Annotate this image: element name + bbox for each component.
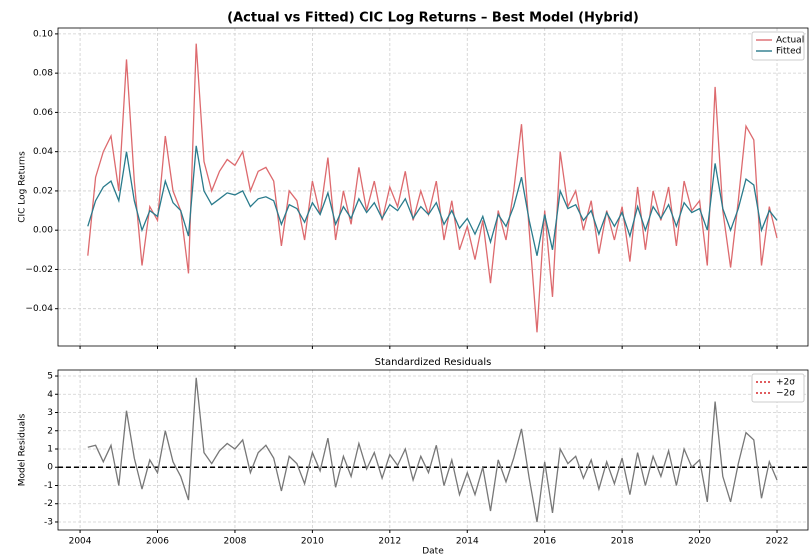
y-tick-label: 0	[47, 463, 53, 473]
data-line	[87, 43, 778, 333]
plot-frame	[57, 369, 809, 531]
legend-box	[751, 373, 805, 403]
y-tick-label: −0.04	[25, 304, 53, 314]
y-tick-label: 0.10	[33, 29, 53, 39]
y-tick-label: 4	[47, 390, 53, 400]
x-tick-label: 2010	[301, 537, 324, 547]
chart-title: (Actual vs Fitted) CIC Log Returns – Bes…	[227, 11, 639, 26]
y-tick-label: 0.00	[33, 226, 53, 236]
y-tick-label: -1	[44, 481, 53, 491]
x-axis-label: Date	[422, 547, 444, 557]
plot-frame	[57, 27, 809, 347]
legend-box	[751, 31, 805, 61]
x-tick-label: 2014	[456, 537, 479, 547]
x-tick-label: 2022	[766, 537, 789, 547]
x-tick-label: 2018	[611, 537, 634, 547]
y-tick-label: −0.02	[25, 265, 53, 275]
y-tick-label: 0.06	[33, 108, 53, 118]
x-tick-label: 2004	[69, 537, 92, 547]
legend-label: Actual	[776, 36, 804, 46]
chart-title: Standardized Residuals	[375, 357, 492, 368]
data-line	[87, 377, 778, 523]
y-tick-label: 0.04	[33, 147, 53, 157]
data-line	[87, 145, 778, 256]
x-tick-label: 2016	[533, 537, 556, 547]
x-tick-label: 2006	[146, 537, 169, 547]
x-tick-label: 2020	[688, 537, 711, 547]
y-tick-label: 5	[47, 372, 53, 382]
y-tick-label: -3	[44, 517, 53, 527]
y-tick-label: 2	[47, 426, 53, 436]
y-tick-label: 0.02	[33, 186, 53, 196]
legend-label: Fitted	[776, 47, 801, 57]
y-tick-label: 1	[47, 444, 53, 454]
x-tick-label: 2008	[223, 537, 246, 547]
y-axis-label: CIC Log Returns	[18, 151, 28, 223]
y-axis-label: Model Residuals	[18, 413, 28, 486]
x-tick-label: 2012	[378, 537, 401, 547]
legend-label: +2σ	[776, 378, 795, 388]
legend-label: −2σ	[776, 389, 795, 399]
y-tick-label: 0.08	[33, 69, 53, 79]
y-tick-label: -2	[44, 499, 53, 509]
y-tick-label: 3	[47, 408, 53, 418]
